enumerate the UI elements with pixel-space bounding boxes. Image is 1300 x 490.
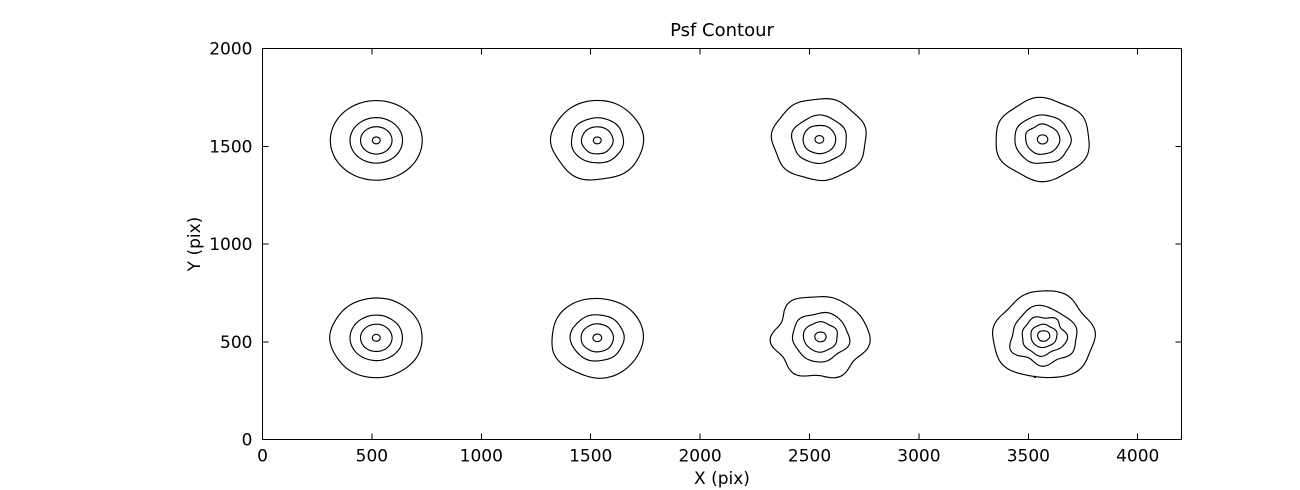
x-axis-ticks: [262, 48, 1139, 440]
contour-ring: [995, 96, 1090, 183]
contour-ring: [570, 117, 625, 164]
contour-ring: [814, 135, 825, 144]
y-tick-label: 1000: [209, 235, 252, 255]
contour-ring: [349, 314, 404, 362]
contour-ring: [1036, 330, 1051, 342]
contour-speck: [1033, 375, 1037, 379]
contour-ring: [371, 136, 381, 145]
contour-ring: [791, 311, 851, 363]
x-tick-label: 4000: [1116, 447, 1159, 467]
y-tick-label: 2000: [209, 40, 252, 60]
y-tick-label: 1500: [209, 137, 252, 157]
contour-ring: [1024, 123, 1061, 155]
y-axis-ticks: [262, 48, 1182, 440]
contour-ring: [359, 126, 393, 155]
contour-ring: [802, 321, 838, 353]
x-tick-label: 0: [257, 447, 268, 467]
contour-ring: [1036, 134, 1049, 145]
x-tick-label: 1500: [569, 447, 612, 467]
contour-ring: [349, 117, 404, 164]
contour-ring: [1009, 304, 1078, 367]
psf-source: [549, 99, 645, 181]
contour-ring: [371, 333, 381, 342]
psf-source: [329, 99, 423, 181]
contour-layer: [329, 96, 1096, 379]
contour-ring: [790, 114, 847, 165]
contour-ring: [592, 136, 602, 145]
y-axis-label: Y (pix): [185, 217, 205, 273]
contour-ring: [580, 323, 615, 353]
contour-ring: [1014, 114, 1072, 164]
contour-ring: [592, 333, 603, 343]
contour-ring: [814, 331, 827, 343]
contour-ring: [580, 126, 614, 155]
contour-ring: [769, 296, 871, 379]
psf-source: [551, 297, 644, 379]
psf-source: [992, 290, 1096, 379]
x-tick-label: 1000: [460, 447, 503, 467]
y-axis-tick-labels: 0 500 1000 1500 2000: [209, 40, 252, 451]
contour-ring: [1030, 323, 1058, 349]
contour-ring: [802, 124, 837, 155]
x-tick-label: 3500: [1007, 447, 1050, 467]
contour-ring: [549, 99, 645, 181]
contour-ring: [1021, 316, 1069, 357]
contour-ring: [359, 323, 393, 353]
psf-source: [769, 296, 871, 379]
x-tick-label: 2500: [788, 447, 831, 467]
psf-source: [770, 98, 867, 182]
contour-ring: [329, 99, 423, 181]
contour-ring: [992, 290, 1096, 379]
contour-ring: [551, 297, 644, 379]
contour-ring: [569, 314, 625, 362]
y-tick-label: 0: [242, 431, 253, 451]
x-axis-label: X (pix): [694, 469, 750, 489]
x-tick-label: 2000: [678, 447, 721, 467]
x-tick-label: 500: [356, 447, 388, 467]
x-tick-label: 3000: [897, 447, 940, 467]
contour-ring: [329, 297, 423, 379]
plot-title: Psf Contour: [670, 20, 774, 41]
artifact-layer: [1033, 375, 1037, 379]
x-axis-tick-labels: 0 500 1000 1500 2000 2500 3000 3500 4000: [257, 447, 1159, 467]
axes-frame: [261, 47, 1183, 441]
psf-source: [329, 297, 423, 379]
contour-ring: [770, 98, 867, 182]
y-tick-label: 500: [220, 333, 252, 353]
psf-source: [995, 96, 1090, 183]
